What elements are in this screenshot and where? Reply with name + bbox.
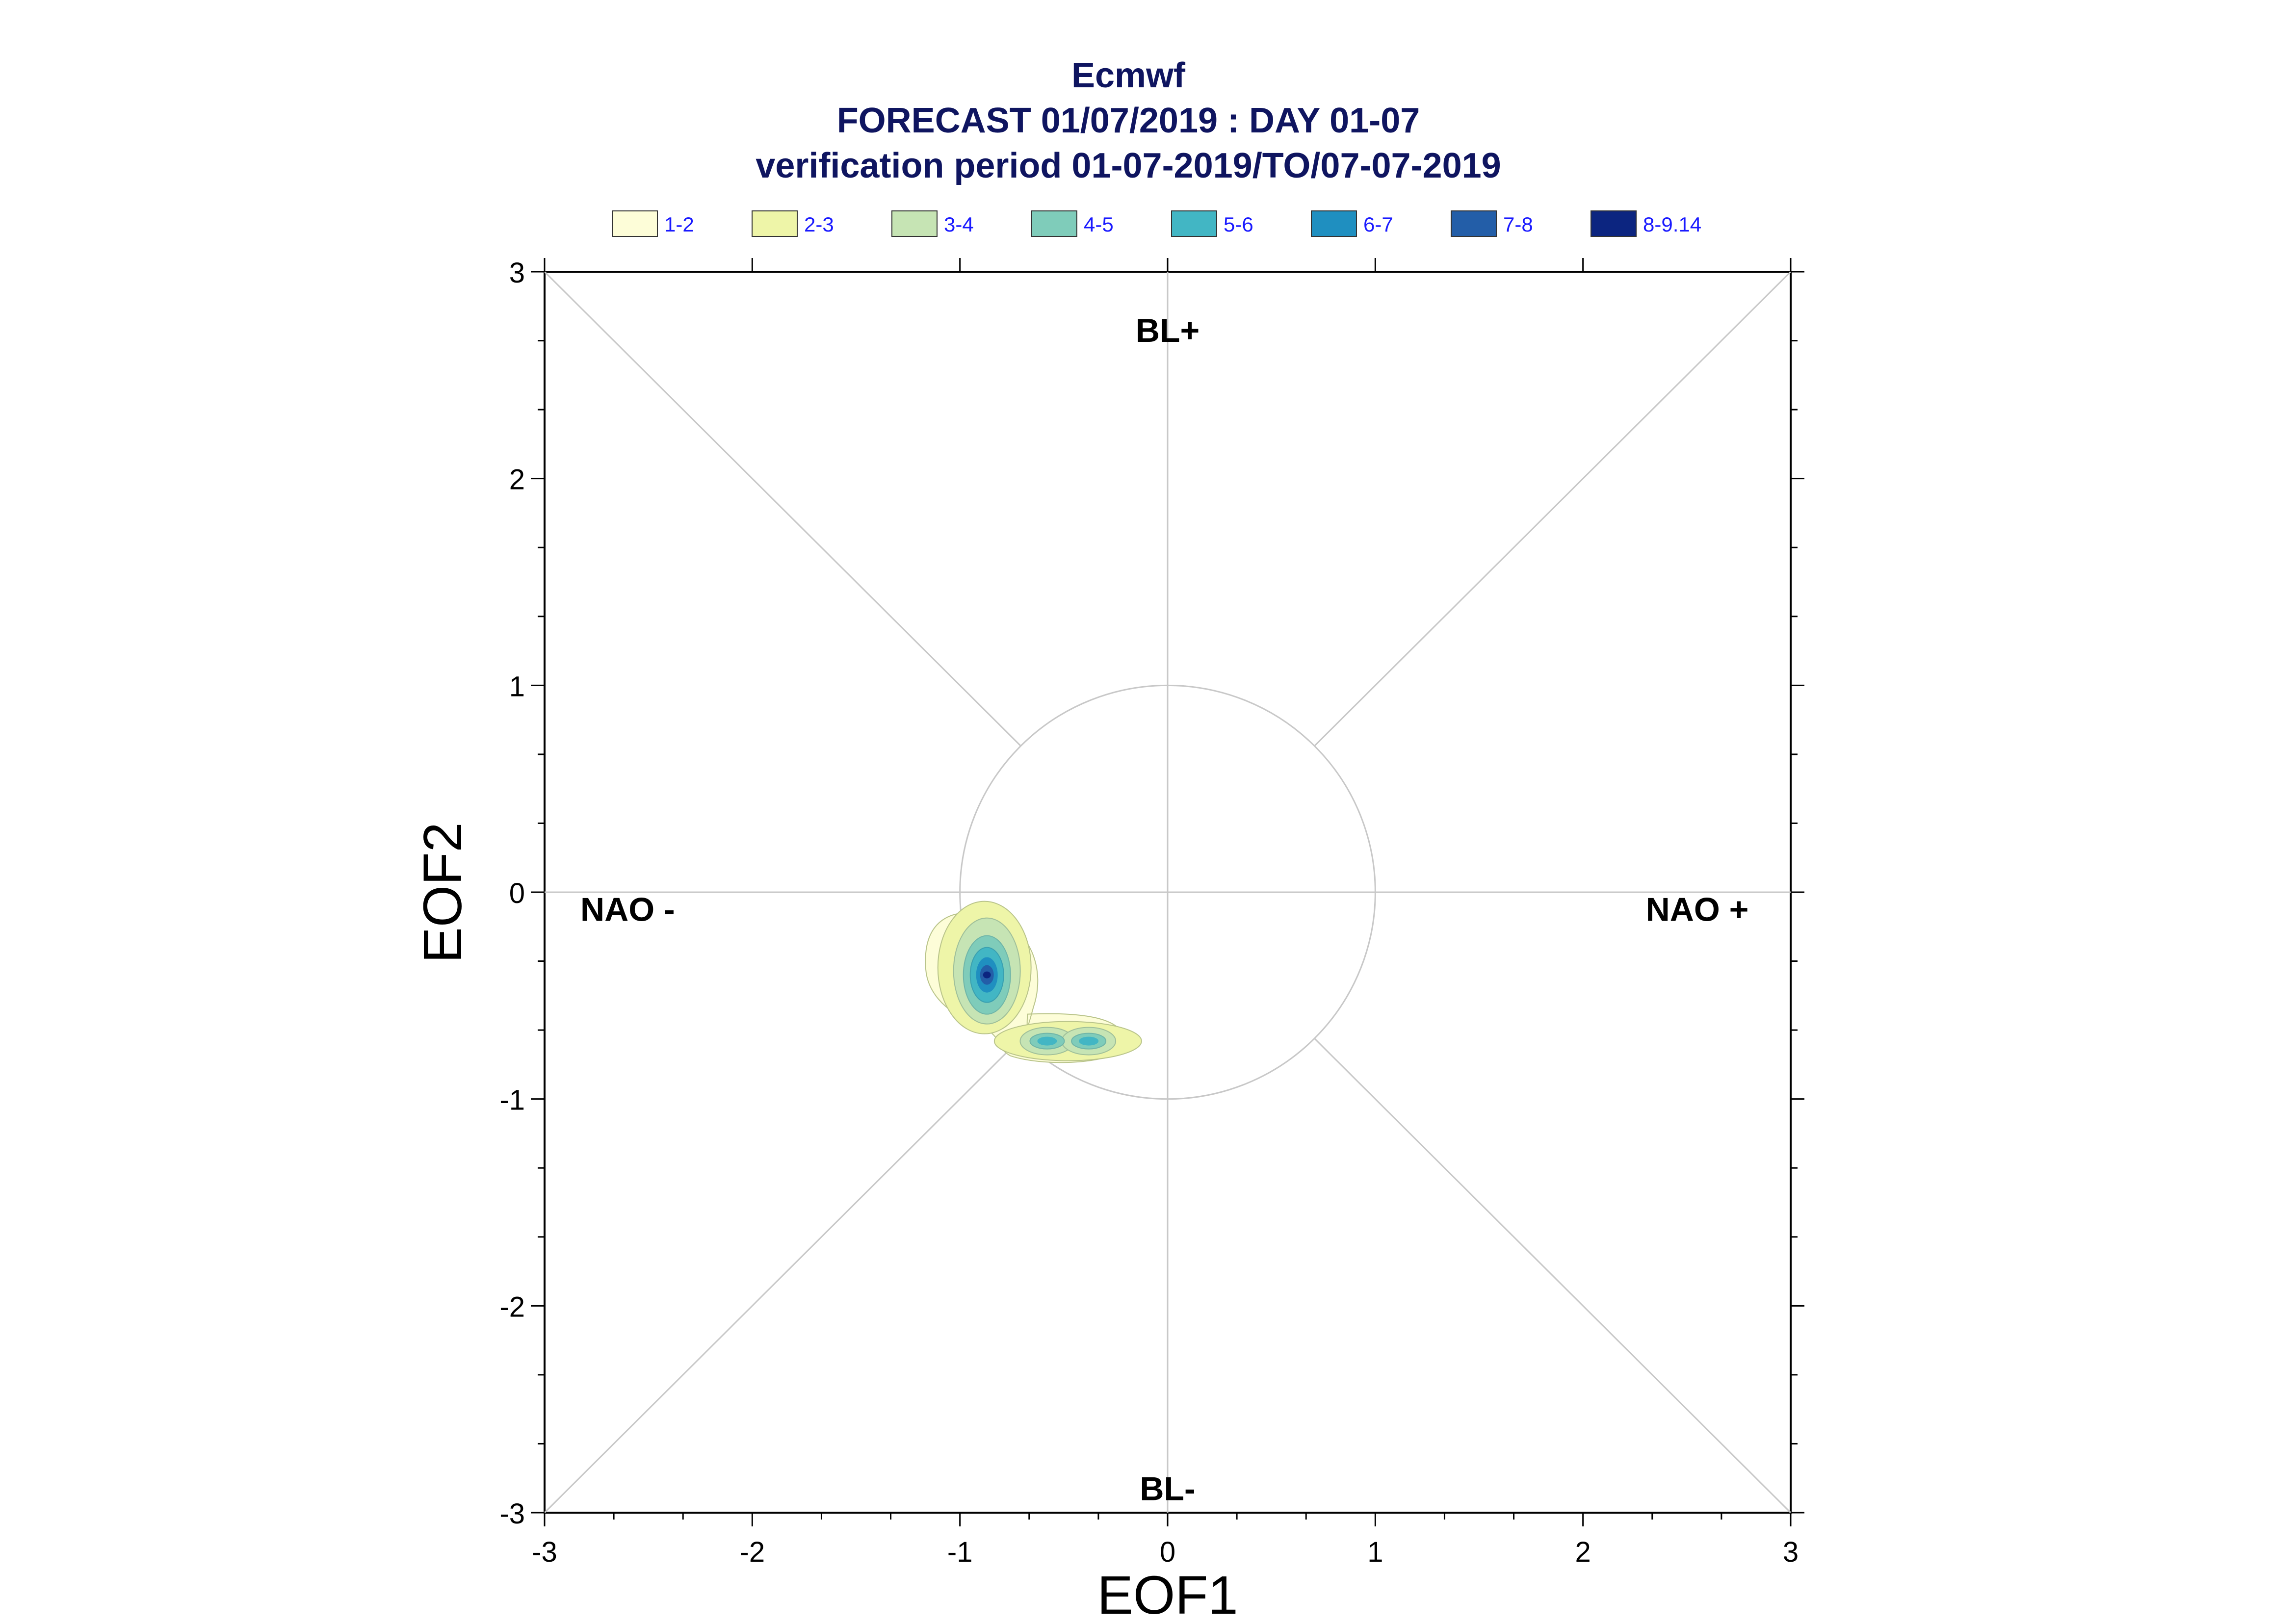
regime-label: NAO - bbox=[580, 891, 675, 928]
legend-swatch bbox=[1031, 210, 1077, 237]
density-contour-level-5 bbox=[1079, 1036, 1099, 1046]
diagonal-line bbox=[544, 1038, 1021, 1514]
axis-ticks: -3 -2 -1 0 1 2 3 3 2 1 0 -1 -2 -3 bbox=[499, 257, 1804, 1568]
legend: 1-2 2-3 3-4 4-5 5-6 6-7 7-8 8-9.14 bbox=[612, 210, 1701, 237]
legend-label: 8-9.14 bbox=[1643, 213, 1701, 236]
chart-subtitle-verification: verification period 01-07-2019/TO/07-07-… bbox=[756, 146, 1501, 185]
legend-label: 3-4 bbox=[944, 213, 974, 236]
diagonal-line bbox=[544, 271, 1021, 747]
y-tick-label: 0 bbox=[509, 877, 525, 909]
legend-label: 2-3 bbox=[804, 213, 834, 236]
x-axis-label: EOF1 bbox=[1097, 1565, 1238, 1624]
x-tick-label: -3 bbox=[532, 1536, 557, 1568]
y-axis-label: EOF2 bbox=[413, 822, 473, 963]
legend-label: 1-2 bbox=[664, 213, 694, 236]
guide-lines bbox=[544, 271, 1792, 1514]
density-contours bbox=[925, 901, 1142, 1063]
legend-swatch bbox=[752, 210, 798, 237]
regime-label: BL- bbox=[1140, 1470, 1195, 1507]
regime-label: BL+ bbox=[1136, 312, 1200, 349]
diagonal-line bbox=[1314, 271, 1792, 747]
x-tick-label: 2 bbox=[1575, 1536, 1591, 1568]
legend-label: 7-8 bbox=[1503, 213, 1533, 236]
legend-label: 6-7 bbox=[1363, 213, 1393, 236]
chart-title: Ecmwf bbox=[1071, 56, 1186, 95]
y-tick-label: 2 bbox=[509, 464, 525, 496]
legend-label: 4-5 bbox=[1084, 213, 1114, 236]
chart-subtitle-forecast: FORECAST 01/07/2019 : DAY 01-07 bbox=[837, 101, 1420, 140]
chart-title-block: Ecmwf FORECAST 01/07/2019 : DAY 01-07 ve… bbox=[756, 56, 1501, 185]
y-tick-label: -2 bbox=[499, 1291, 525, 1323]
x-tick-label: 3 bbox=[1783, 1536, 1799, 1568]
diagonal-line bbox=[1314, 1038, 1792, 1514]
unit-circle bbox=[959, 684, 1376, 1100]
legend-swatch bbox=[1171, 210, 1217, 237]
legend-swatch bbox=[612, 210, 658, 237]
regime-labels: BL+ BL- NAO - NAO + bbox=[580, 312, 1748, 1507]
x-tick-label: 1 bbox=[1367, 1536, 1383, 1568]
legend-swatch bbox=[891, 210, 938, 237]
legend-swatch bbox=[1311, 210, 1357, 237]
legend-label: 5-6 bbox=[1224, 213, 1253, 236]
x-tick-label: 0 bbox=[1160, 1536, 1175, 1568]
legend-swatch bbox=[1591, 210, 1637, 237]
regime-label: NAO + bbox=[1646, 891, 1749, 928]
y-tick-label: 3 bbox=[509, 257, 525, 289]
density-contour-level-8 bbox=[983, 971, 991, 979]
legend-swatch bbox=[1451, 210, 1497, 237]
density-contour-level-5 bbox=[1037, 1036, 1057, 1046]
y-tick-label: -3 bbox=[499, 1498, 525, 1530]
y-tick-label: 1 bbox=[509, 670, 525, 702]
y-tick-label: -1 bbox=[499, 1084, 525, 1116]
x-tick-label: -1 bbox=[947, 1536, 973, 1568]
x-tick-label: -2 bbox=[740, 1536, 765, 1568]
plot-area: -3 -2 -1 0 1 2 3 3 2 1 0 -1 -2 -3 BL+ BL- NAO - NAO + bbox=[499, 257, 1804, 1568]
